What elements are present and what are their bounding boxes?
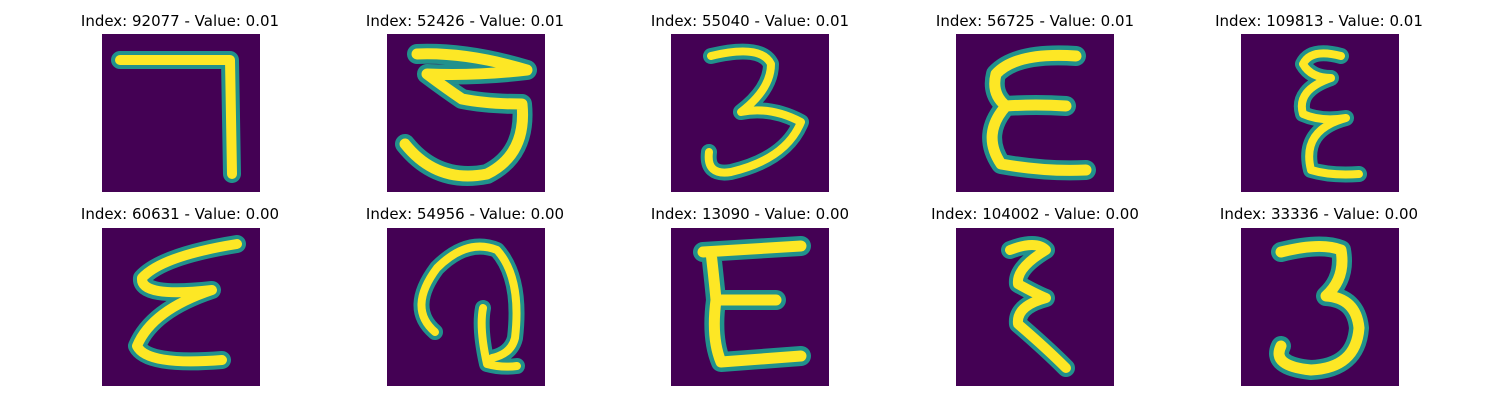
epsilon-like-glyph — [102, 228, 260, 386]
panel-title: Index: 52426 - Value: 0.01 — [365, 12, 565, 30]
digit-image-panel — [1241, 228, 1399, 386]
digit-image-panel — [1241, 34, 1399, 192]
panel-title: Index: 104002 - Value: 0.00 — [931, 205, 1139, 223]
three-like-glyph — [387, 34, 545, 192]
curl-like-glyph — [387, 228, 545, 386]
panel-title: Index: 92077 - Value: 0.01 — [80, 12, 280, 30]
panel-title: Index: 55040 - Value: 0.01 — [650, 12, 850, 30]
three-like-glyph — [1241, 228, 1399, 386]
seven-like-glyph — [102, 34, 260, 192]
panel-title: Index: 33336 - Value: 0.00 — [1219, 205, 1419, 223]
digit-image-panel — [387, 228, 545, 386]
panel-title: Index: 13090 - Value: 0.00 — [650, 205, 850, 223]
panel-title: Index: 56725 - Value: 0.01 — [935, 12, 1135, 30]
digit-image-panel — [956, 228, 1114, 386]
panel-title: Index: 109813 - Value: 0.01 — [1215, 12, 1423, 30]
panel-title: Index: 60631 - Value: 0.00 — [80, 205, 280, 223]
epsilon-like-glyph — [956, 34, 1114, 192]
digit-image-panel — [102, 228, 260, 386]
epsilon-like-glyph — [671, 228, 829, 386]
digit-image-panel — [956, 34, 1114, 192]
digit-image-panel — [102, 34, 260, 192]
panel-title: Index: 54956 - Value: 0.00 — [365, 205, 565, 223]
digit-image-panel — [387, 34, 545, 192]
epsilon-like-glyph — [956, 228, 1114, 386]
digit-image-panel — [671, 228, 829, 386]
digit-image-panel — [671, 34, 829, 192]
epsilon-like-glyph — [1241, 34, 1399, 192]
three-like-glyph — [671, 34, 829, 192]
